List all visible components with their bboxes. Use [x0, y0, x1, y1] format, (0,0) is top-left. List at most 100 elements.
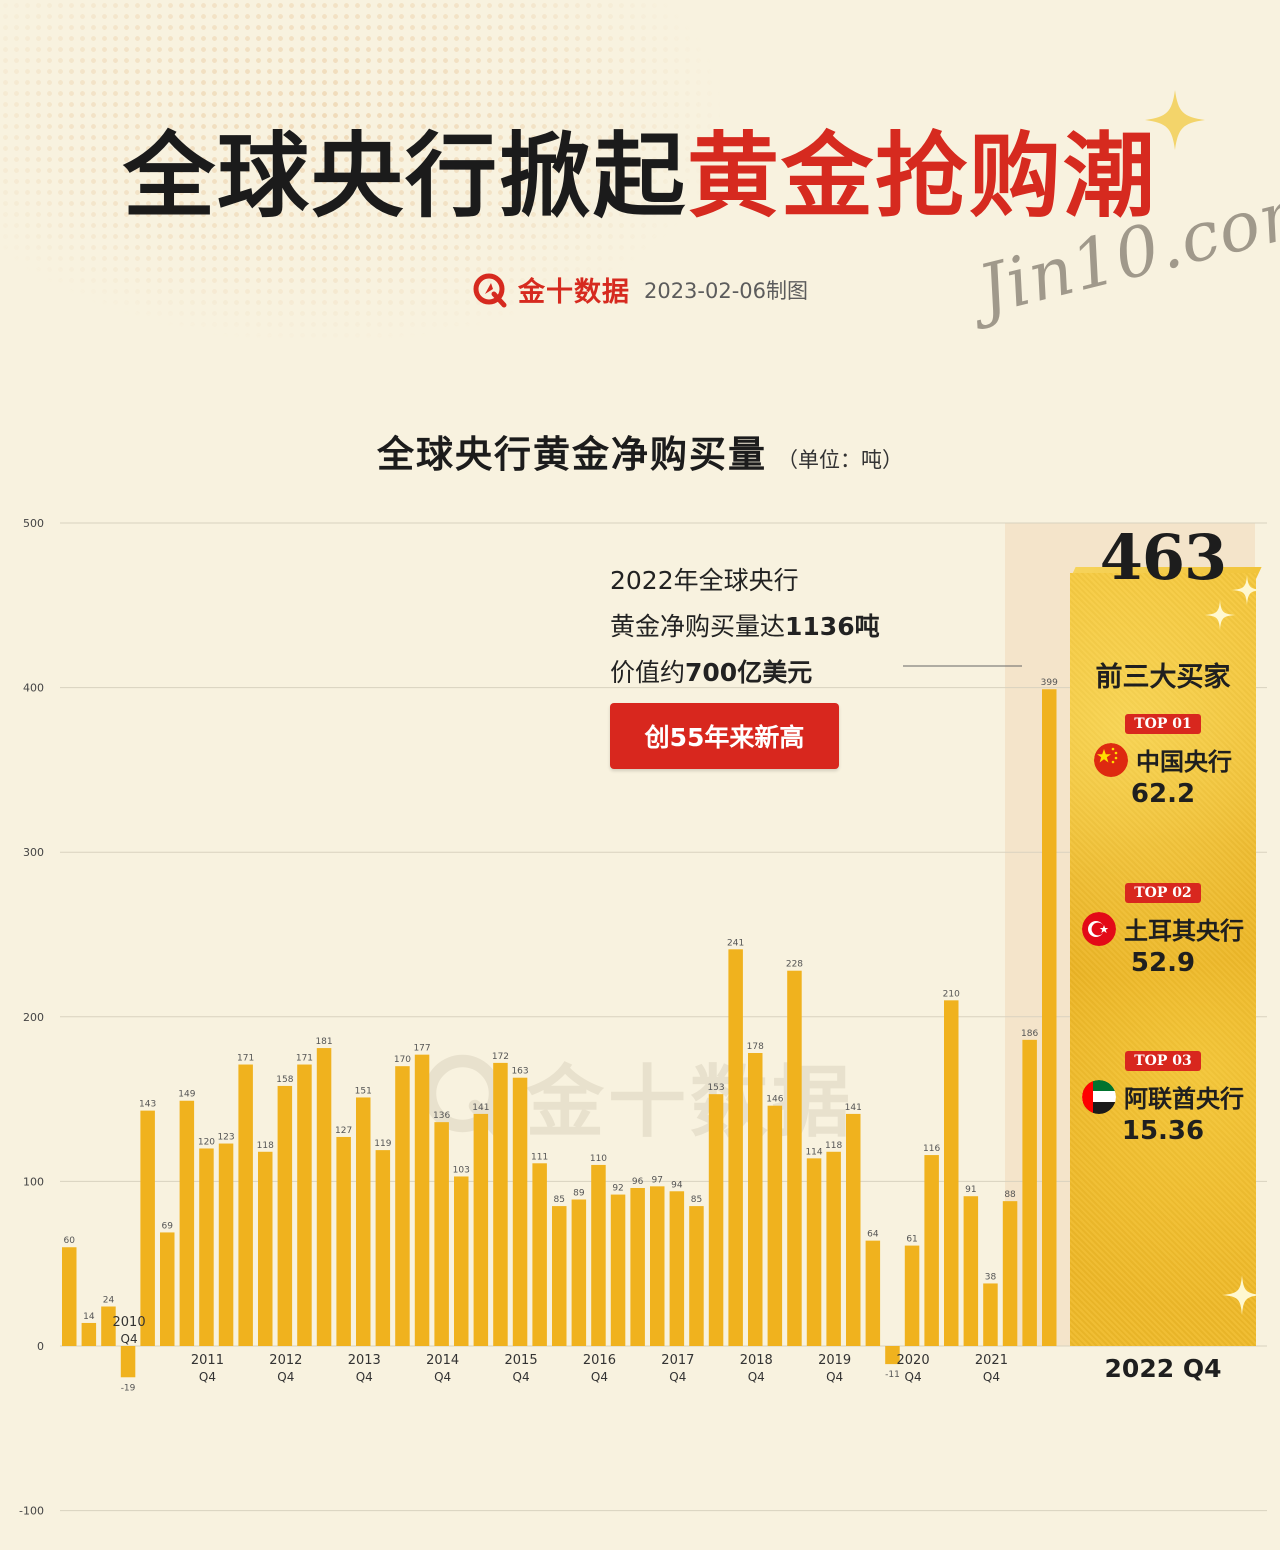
bar: [356, 1097, 371, 1346]
sparkle-icon: [1145, 90, 1205, 150]
y-tick-label: 300: [23, 846, 44, 859]
bar-value-label: 89: [573, 1189, 585, 1199]
bar-value-label: 116: [923, 1144, 940, 1154]
x-tick-year: 2017: [661, 1353, 694, 1368]
bar-value-label: 91: [965, 1185, 976, 1195]
highlight-period-label: 2022 Q4: [1104, 1354, 1222, 1383]
x-tick-year: 2012: [269, 1353, 302, 1368]
bar: [846, 1113, 861, 1346]
x-tick-year: 2011: [191, 1353, 224, 1368]
bar-value-label: 170: [394, 1055, 411, 1065]
bar-value-label: 210: [943, 989, 960, 999]
bar: [375, 1150, 391, 1346]
bar-value-label: 241: [727, 938, 744, 948]
bar: [806, 1158, 822, 1346]
bar: [493, 1062, 508, 1346]
bar-value-label: 88: [1004, 1190, 1016, 1200]
x-tick-quarter: Q4: [748, 1370, 765, 1384]
bar-value-label: 119: [374, 1139, 391, 1149]
bar: [414, 1054, 430, 1346]
buyer-rank: TOP 02: [1125, 883, 1201, 903]
buyer-name-row: 阿联酋央行: [1070, 1079, 1256, 1114]
bar-value-label: 178: [747, 1042, 764, 1052]
bar-value-label: 149: [178, 1090, 195, 1100]
bar: [669, 1191, 685, 1346]
bar-value-label: 61: [906, 1235, 917, 1245]
bar: [454, 1176, 469, 1346]
bar-value-label: 118: [825, 1141, 842, 1151]
x-tick-quarter: Q4: [199, 1370, 216, 1384]
bar: [904, 1245, 920, 1346]
bar-value-label: 171: [237, 1054, 254, 1064]
sparkle-icon: [1222, 1275, 1262, 1315]
buyer-value: 15.36: [1121, 1116, 1205, 1146]
bar-value-label: 97: [652, 1175, 663, 1185]
bar-value-label: 127: [335, 1126, 352, 1136]
record-high-badge: 创55年来新高: [610, 703, 839, 769]
headline-part2: 黄金抢购潮: [687, 122, 1158, 230]
bar: [62, 1247, 77, 1346]
bar-value-label: 141: [845, 1103, 862, 1113]
buyer-rank: TOP 01: [1125, 714, 1201, 734]
bar-value-label: 158: [276, 1075, 293, 1085]
bar-value-label: 120: [198, 1137, 215, 1147]
x-tick-quarter: Q4: [121, 1332, 138, 1346]
bar-value-label: 114: [805, 1147, 822, 1157]
bar: [924, 1155, 939, 1346]
y-tick-label: 0: [37, 1340, 44, 1353]
bar-value-label: 146: [766, 1095, 783, 1105]
sparkle-icon: [1205, 600, 1235, 630]
bar: [199, 1148, 214, 1346]
bar-value-label: 96: [632, 1177, 644, 1187]
x-tick-year: 2018: [740, 1353, 773, 1368]
bar: [963, 1196, 979, 1346]
x-tick-quarter: Q4: [983, 1370, 1000, 1384]
bar-value-label: 123: [217, 1133, 234, 1143]
x-tick-year: 2013: [348, 1353, 381, 1368]
bar: [120, 1346, 136, 1378]
brand-name: 金十数据: [517, 277, 630, 308]
chart-title: 全球央行黄金净购买量: [377, 433, 767, 476]
bar: [1042, 689, 1057, 1346]
x-tick-year: 2014: [426, 1353, 459, 1368]
bar: [238, 1064, 253, 1346]
buyer-3: TOP 03 阿联酋央行 15.36: [1070, 1050, 1256, 1146]
sparkle-icon: [1232, 575, 1262, 605]
bar: [767, 1105, 783, 1346]
bar: [160, 1232, 175, 1346]
bar-value-label: 163: [511, 1067, 528, 1077]
bar: [297, 1064, 312, 1346]
bar-value-label: 181: [315, 1037, 332, 1047]
y-tick-label: 100: [23, 1175, 44, 1188]
y-tick-label: 200: [23, 1011, 44, 1024]
bar: [434, 1122, 449, 1346]
headline-part1: 全球央行掀起: [122, 122, 687, 230]
bar: [258, 1151, 273, 1346]
bar-value-label: 171: [296, 1054, 313, 1064]
bar: [650, 1186, 665, 1346]
x-tick-quarter: Q4: [434, 1370, 451, 1384]
bar-value-label: 143: [139, 1100, 156, 1110]
brand-row: 金十数据 2023-02-06制图: [0, 270, 1280, 309]
turkey-flag-icon: [1082, 911, 1116, 946]
bar-value-label: 118: [257, 1141, 274, 1151]
world-map-decoration: [0, 0, 720, 340]
bar-value-label: 110: [590, 1154, 607, 1164]
x-tick-quarter: Q4: [356, 1370, 373, 1384]
bar-value-label: -19: [121, 1383, 136, 1393]
bar: [101, 1306, 116, 1346]
bar: [1002, 1201, 1018, 1346]
annotation-line3-prefix: 价值约: [610, 658, 686, 687]
bar: [395, 1066, 410, 1346]
bar: [218, 1143, 234, 1346]
bar-value-label: 94: [671, 1180, 683, 1190]
bar-value-label: 177: [413, 1044, 430, 1054]
bar-value-label: 186: [1021, 1029, 1038, 1039]
x-tick-year: 2021: [975, 1353, 1008, 1368]
annotation-line3: 价值约700亿美元: [610, 650, 880, 696]
bar: [787, 970, 802, 1346]
buyer-value: 62.2: [1130, 779, 1196, 809]
bar: [865, 1240, 881, 1346]
bar: [826, 1151, 841, 1346]
